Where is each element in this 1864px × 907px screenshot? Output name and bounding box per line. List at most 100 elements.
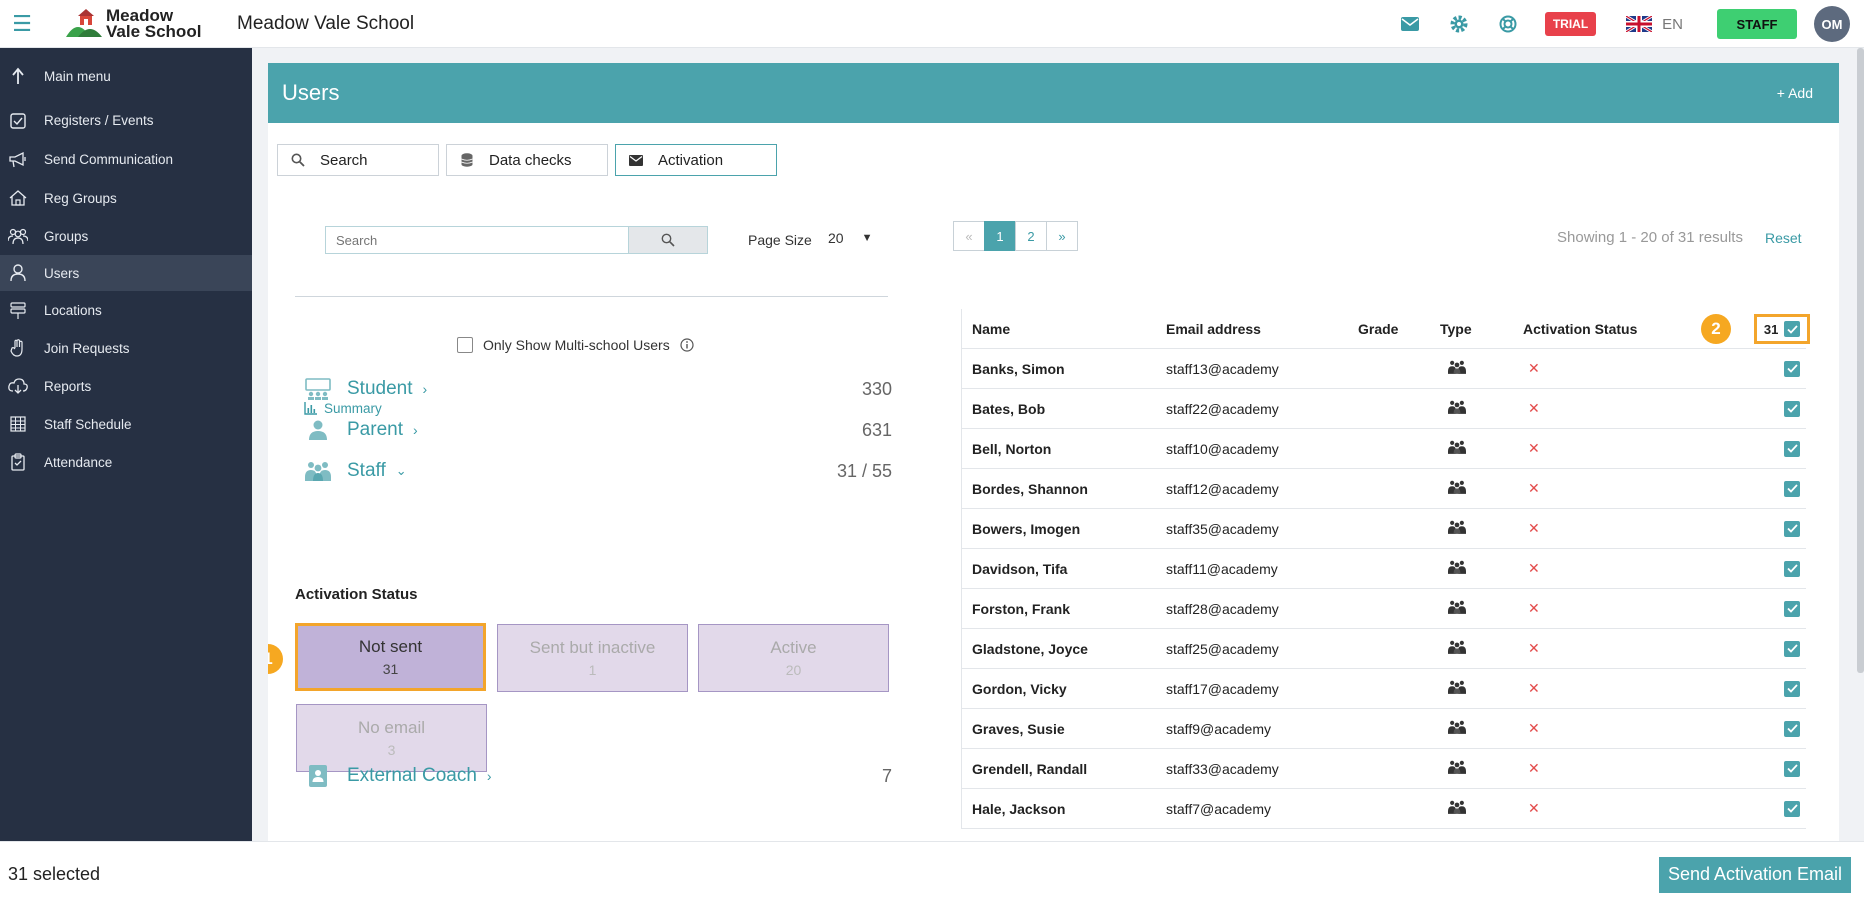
pagination-next[interactable]: » (1046, 221, 1078, 251)
user-name: Gladstone, Joyce (972, 640, 1088, 657)
sidebar-item-staff-schedule[interactable]: Staff Schedule (0, 405, 252, 443)
mail-icon[interactable] (1398, 12, 1422, 36)
sidebar-item-locations[interactable]: Locations (0, 291, 252, 329)
search-button[interactable] (628, 226, 708, 254)
help-lifebuoy-icon[interactable] (1496, 12, 1520, 36)
pagination-page-2[interactable]: 2 (1015, 221, 1047, 251)
table-row[interactable]: Gordon, Vicky staff17@academy ✕ (962, 669, 1806, 709)
table-row[interactable]: Graves, Susie staff9@academy ✕ (962, 709, 1806, 749)
person-icon (302, 414, 334, 446)
category-student-link[interactable]: Student › (347, 378, 427, 400)
sidebar-item-users[interactable]: Users (0, 255, 252, 291)
table-row[interactable]: Forston, Frank staff28@academy ✕ (962, 589, 1806, 629)
user-icon (8, 263, 28, 283)
status-not-sent[interactable]: Not sent 31 (295, 623, 486, 691)
not-activated-mark: ✕ (1528, 640, 1540, 656)
sidebar-item-send-communication[interactable]: Send Communication (0, 140, 252, 179)
row-checkbox[interactable] (1784, 400, 1800, 417)
sidebar-item-label: Staff Schedule (44, 416, 132, 432)
not-activated-mark: ✕ (1528, 760, 1540, 776)
row-checkbox[interactable] (1784, 760, 1800, 777)
page-scrollbar[interactable] (1857, 48, 1864, 673)
category-student: Student › 330 (302, 371, 892, 407)
row-checkbox[interactable] (1784, 720, 1800, 737)
table-row[interactable]: Bowers, Imogen staff35@academy ✕ (962, 509, 1806, 549)
column-activation-status[interactable]: Activation Status (1523, 320, 1638, 337)
category-staff-label: Staff (347, 460, 386, 481)
hamburger-menu-icon[interactable]: ☰ (12, 10, 32, 36)
staff-type-icon (1448, 480, 1466, 497)
tab-search[interactable]: Search (277, 144, 439, 176)
column-name[interactable]: Name (972, 320, 1011, 337)
checkmark-icon (1786, 764, 1798, 773)
not-activated-mark: ✕ (1528, 600, 1540, 616)
column-email[interactable]: Email address (1166, 320, 1261, 337)
role-staff-button[interactable]: STAFF (1717, 9, 1797, 39)
sidebar-item-label: Attendance (44, 454, 113, 470)
tab-activation[interactable]: Activation (615, 144, 777, 176)
select-all-control[interactable]: 31 (1754, 314, 1810, 344)
sidebar-item-groups[interactable]: Groups (0, 217, 252, 255)
status-active[interactable]: Active 20 (698, 624, 889, 692)
add-user-button[interactable]: + Add (1776, 85, 1813, 101)
sidebar-item-reports[interactable]: Reports (0, 367, 252, 405)
uk-flag-icon (1626, 16, 1653, 32)
cloud-download-icon (8, 376, 28, 396)
row-checkbox[interactable] (1784, 680, 1800, 697)
row-checkbox[interactable] (1784, 600, 1800, 617)
reset-link[interactable]: Reset (1765, 230, 1802, 246)
category-external-coach-link[interactable]: External Coach › (347, 765, 492, 787)
row-checkbox[interactable] (1784, 640, 1800, 657)
classroom-icon (302, 373, 334, 405)
tab-data-checks[interactable]: Data checks (446, 144, 608, 176)
table-row[interactable]: Hale, Jackson staff7@academy ✕ (962, 789, 1806, 829)
sidebar-item-registers-events[interactable]: Registers / Events (0, 101, 252, 140)
page-size-select[interactable]: 20 ▼ (828, 230, 872, 246)
column-grade[interactable]: Grade (1358, 320, 1399, 337)
summary-link[interactable]: Summary (304, 401, 382, 416)
row-checkbox[interactable] (1784, 440, 1800, 457)
row-checkbox[interactable] (1784, 480, 1800, 497)
sidebar-item-reg-groups[interactable]: Reg Groups (0, 179, 252, 217)
language-selector[interactable]: EN (1626, 16, 1683, 33)
checkmark-icon (1786, 524, 1798, 533)
status-no-email[interactable]: No email 3 (296, 704, 487, 772)
category-staff-link[interactable]: Staff ⌄ (347, 460, 407, 482)
chevron-right-icon: › (422, 381, 428, 397)
pagination-prev[interactable]: « (953, 221, 985, 251)
column-type[interactable]: Type (1440, 320, 1472, 337)
sidebar-item-join-requests[interactable]: Join Requests (0, 329, 252, 367)
select-all-checkbox[interactable] (1784, 321, 1801, 337)
table-row[interactable]: Davidson, Tifa staff11@academy ✕ (962, 549, 1806, 589)
table-row[interactable]: Bell, Norton staff10@academy ✕ (962, 429, 1806, 469)
status-sent-inactive[interactable]: Sent but inactive 1 (497, 624, 688, 692)
gear-icon[interactable] (1447, 12, 1471, 36)
table-row[interactable]: Grendell, Randall staff33@academy ✕ (962, 749, 1806, 789)
row-checkbox[interactable] (1784, 560, 1800, 577)
sidebar-item-main-menu[interactable]: Main menu (0, 53, 252, 99)
school-logo[interactable]: Meadow Vale School (64, 4, 204, 44)
staff-type-icon (1448, 560, 1466, 577)
id-badge-icon (302, 760, 334, 792)
table-row[interactable]: Gladstone, Joyce staff25@academy ✕ (962, 629, 1806, 669)
multi-school-filter: Only Show Multi-school Users (457, 337, 694, 353)
send-activation-email-button[interactable]: Send Activation Email (1659, 856, 1851, 893)
checkmark-icon (1786, 364, 1798, 373)
status-active-label: Active (770, 638, 817, 657)
row-checkbox[interactable] (1784, 800, 1800, 817)
search-input[interactable] (325, 226, 628, 254)
table-row[interactable]: Banks, Simon staff13@academy ✕ (962, 349, 1806, 389)
pagination-page-1[interactable]: 1 (984, 221, 1016, 251)
multi-school-checkbox[interactable] (457, 337, 473, 353)
row-checkbox[interactable] (1784, 520, 1800, 537)
info-icon[interactable] (680, 338, 694, 352)
table-row[interactable]: Bates, Bob staff22@academy ✕ (962, 389, 1806, 429)
row-checkbox[interactable] (1784, 360, 1800, 377)
checkmark-icon (1786, 604, 1798, 613)
chevron-down-icon: ⌄ (395, 463, 407, 478)
category-parent-link[interactable]: Parent › (347, 419, 418, 441)
status-no-email-count: 3 (387, 742, 396, 758)
avatar[interactable]: OM (1814, 6, 1850, 42)
table-row[interactable]: Bordes, Shannon staff12@academy ✕ (962, 469, 1806, 509)
sidebar-item-attendance[interactable]: Attendance (0, 443, 252, 481)
